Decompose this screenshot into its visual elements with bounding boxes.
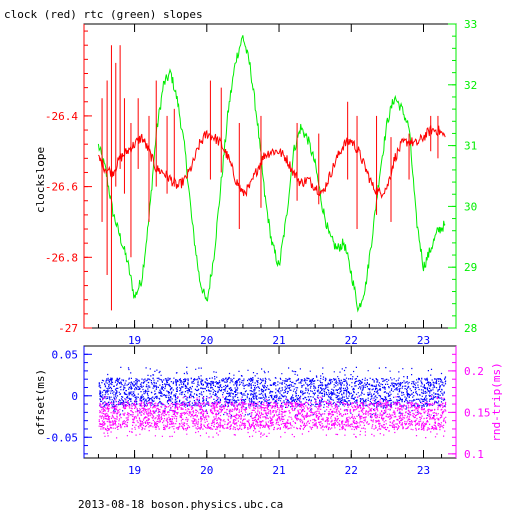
top-right-tick-label: 33: [464, 18, 477, 31]
top-x-tick-label: 19: [128, 334, 141, 347]
bottom-plot-axes: 19 20 21 22 23 0.05 0 -0.05 0.2 0.15 0.1: [45, 346, 491, 477]
top-right-tick-label: 31: [464, 140, 477, 153]
footer-text: 2013-08-18 boson.physics.ubc.ca: [78, 498, 283, 511]
top-plot-data: [97, 35, 446, 313]
bottom-left-tick-label: 0: [71, 390, 78, 403]
bottom-plot-data: [98, 366, 447, 439]
series-round-trip-points: [98, 396, 447, 439]
top-plot-axes: 19 20 21 22 23 -26.4 -26.6 -26.8 -27 33 32 31 30 29 28: [45, 18, 477, 347]
top-x-tick-label: 22: [345, 334, 358, 347]
bottom-y-axis-label: offset(ms): [34, 369, 47, 435]
top-right-tick-label: 30: [464, 200, 477, 213]
top-x-tick-label: 21: [272, 334, 285, 347]
bottom-right-tick-label: 0.2: [464, 365, 484, 378]
top-left-tick-label: -26.8: [45, 251, 78, 264]
chart-title: clock (red) rtc (green) slopes: [4, 8, 203, 21]
top-x-tick-label: 23: [417, 334, 430, 347]
bottom-left-tick-label: 0.05: [52, 348, 79, 361]
top-right-tick-label: 28: [464, 322, 477, 335]
bottom-left-tick-label: -0.05: [45, 431, 78, 444]
bottom-x-tick-label: 22: [345, 464, 358, 477]
top-left-tick-label: -26.4: [45, 110, 78, 123]
top-x-tick-label: 20: [200, 334, 213, 347]
bottom-right-tick-label: 0.15: [464, 406, 491, 419]
bottom-x-tick-label: 19: [128, 464, 141, 477]
top-right-tick-label: 29: [464, 261, 477, 274]
top-left-tick-label: -27: [58, 322, 78, 335]
bottom-y2-axis-label: rnd-trip(ms): [490, 362, 503, 441]
top-left-tick-label: -26.6: [45, 181, 78, 194]
bottom-x-tick-label: 23: [417, 464, 430, 477]
top-y-axis-label: clockslope: [34, 147, 47, 213]
bottom-x-tick-label: 20: [200, 464, 213, 477]
bottom-x-tick-label: 21: [272, 464, 285, 477]
bottom-right-tick-label: 0.1: [464, 448, 484, 461]
top-right-tick-label: 32: [464, 79, 477, 92]
